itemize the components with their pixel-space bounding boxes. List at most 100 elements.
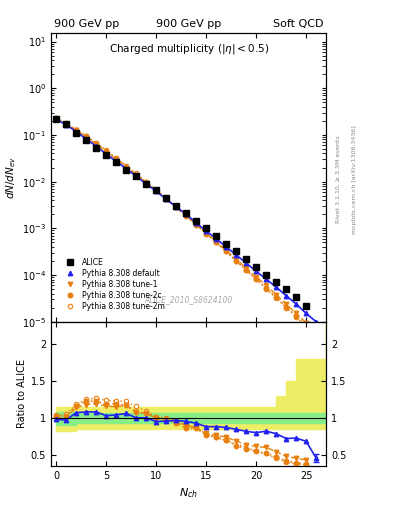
ALICE: [164, 195, 169, 201]
Line: Pythia 8.308 tune-1: Pythia 8.308 tune-1: [54, 117, 309, 325]
Pythia 8.308 tune-1: [284, 301, 288, 307]
Pythia 8.308 default: [94, 143, 99, 150]
Pythia 8.308 tune-2c: [164, 196, 169, 202]
Pythia 8.308 tune-1: [254, 273, 259, 280]
ALICE: [274, 279, 279, 285]
Pythia 8.308 default: [84, 136, 88, 142]
Pythia 8.308 tune-2c: [84, 133, 88, 139]
Pythia 8.308 tune-2c: [204, 230, 209, 237]
Pythia 8.308 tune-2m: [154, 187, 158, 193]
Pythia 8.308 tune-1: [204, 230, 209, 236]
Pythia 8.308 default: [264, 276, 268, 282]
Pythia 8.308 tune-1: [84, 134, 88, 140]
Line: ALICE: ALICE: [53, 116, 309, 309]
Pythia 8.308 default: [304, 310, 309, 316]
Pythia 8.308 default: [204, 228, 209, 234]
Pythia 8.308 tune-2m: [244, 267, 248, 273]
ALICE: [264, 272, 268, 278]
Pythia 8.308 default: [234, 252, 239, 258]
Pythia 8.308 tune-2m: [254, 276, 259, 282]
Pythia 8.308 default: [294, 301, 299, 307]
Pythia 8.308 default: [144, 181, 149, 187]
Line: Pythia 8.308 tune-2m: Pythia 8.308 tune-2m: [54, 116, 309, 329]
Pythia 8.308 default: [274, 284, 279, 290]
Pythia 8.308 tune-1: [234, 256, 239, 262]
Pythia 8.308 tune-1: [164, 196, 169, 202]
Pythia 8.308 tune-1: [244, 265, 248, 271]
Pythia 8.308 default: [314, 318, 319, 325]
Pythia 8.308 tune-2m: [64, 120, 68, 126]
Text: Soft QCD: Soft QCD: [273, 19, 323, 29]
ALICE: [184, 210, 189, 217]
Text: Charged multiplicity $(|\eta| < 0.5)$: Charged multiplicity $(|\eta| < 0.5)$: [108, 42, 269, 56]
Pythia 8.308 default: [184, 211, 189, 217]
ALICE: [84, 137, 88, 143]
Pythia 8.308 tune-2c: [234, 258, 239, 264]
Pythia 8.308 tune-2m: [84, 133, 88, 139]
ALICE: [54, 116, 59, 122]
Pythia 8.308 tune-1: [124, 163, 129, 169]
Pythia 8.308 tune-1: [224, 247, 228, 253]
Pythia 8.308 tune-2c: [74, 127, 79, 133]
Pythia 8.308 tune-2c: [254, 276, 259, 282]
Pythia 8.308 default: [244, 260, 248, 266]
Pythia 8.308 tune-2c: [104, 148, 108, 154]
Pythia 8.308 default: [164, 196, 169, 202]
Pythia 8.308 tune-1: [294, 310, 299, 316]
Pythia 8.308 tune-2c: [194, 222, 198, 228]
Pythia 8.308 tune-2c: [174, 204, 178, 210]
Pythia 8.308 tune-2m: [74, 126, 79, 133]
Pythia 8.308 tune-1: [114, 156, 118, 162]
ALICE: [144, 181, 149, 187]
ALICE: [244, 256, 248, 262]
Pythia 8.308 tune-2c: [144, 179, 149, 185]
ALICE: [194, 219, 198, 225]
Pythia 8.308 tune-2m: [124, 162, 129, 168]
ALICE: [64, 121, 68, 127]
Pythia 8.308 tune-2m: [214, 239, 219, 245]
Line: Pythia 8.308 tune-2c: Pythia 8.308 tune-2c: [54, 116, 309, 328]
Pythia 8.308 tune-1: [264, 282, 268, 288]
Pythia 8.308 tune-2m: [114, 155, 118, 161]
Pythia 8.308 tune-1: [214, 239, 219, 245]
Text: mcplots.cern.ch [arXiv:1306.3436]: mcplots.cern.ch [arXiv:1306.3436]: [352, 125, 357, 233]
Pythia 8.308 tune-2c: [244, 267, 248, 273]
ALICE: [224, 241, 228, 247]
Pythia 8.308 tune-2m: [274, 295, 279, 301]
Pythia 8.308 tune-2c: [264, 285, 268, 291]
Y-axis label: Ratio to ALICE: Ratio to ALICE: [17, 359, 27, 429]
Pythia 8.308 default: [134, 173, 138, 179]
Pythia 8.308 default: [194, 220, 198, 226]
Legend: ALICE, Pythia 8.308 default, Pythia 8.308 tune-1, Pythia 8.308 tune-2c, Pythia 8: ALICE, Pythia 8.308 default, Pythia 8.30…: [61, 257, 166, 312]
ALICE: [204, 225, 209, 231]
Pythia 8.308 tune-2c: [64, 120, 68, 126]
ALICE: [254, 264, 259, 270]
Pythia 8.308 tune-2m: [174, 204, 178, 210]
Pythia 8.308 tune-1: [54, 116, 59, 122]
Text: Rivet 3.1.10, ≥ 3.3M events: Rivet 3.1.10, ≥ 3.3M events: [336, 135, 341, 223]
Y-axis label: $dN/dN_{ev}$: $dN/dN_{ev}$: [4, 156, 18, 199]
Pythia 8.308 default: [284, 293, 288, 299]
Pythia 8.308 tune-2m: [194, 221, 198, 227]
ALICE: [134, 173, 138, 179]
Pythia 8.308 tune-2m: [294, 314, 299, 320]
ALICE: [74, 130, 79, 136]
Pythia 8.308 tune-2c: [124, 163, 129, 169]
Pythia 8.308 tune-2m: [284, 305, 288, 311]
Pythia 8.308 tune-2m: [204, 230, 209, 237]
Pythia 8.308 tune-2c: [304, 323, 309, 329]
Text: 900 GeV pp: 900 GeV pp: [156, 19, 221, 29]
Pythia 8.308 tune-1: [64, 121, 68, 127]
Pythia 8.308 default: [104, 151, 108, 157]
Pythia 8.308 tune-1: [134, 172, 138, 178]
Pythia 8.308 tune-2c: [54, 115, 59, 121]
Pythia 8.308 tune-1: [94, 141, 99, 147]
Text: ALICE_2010_S8624100: ALICE_2010_S8624100: [145, 295, 233, 305]
Pythia 8.308 tune-2c: [94, 141, 99, 147]
Pythia 8.308 default: [124, 165, 129, 172]
Pythia 8.308 tune-2m: [264, 286, 268, 292]
ALICE: [304, 303, 309, 309]
Pythia 8.308 tune-2m: [224, 248, 228, 254]
Pythia 8.308 default: [154, 188, 158, 195]
Pythia 8.308 tune-2m: [54, 115, 59, 121]
